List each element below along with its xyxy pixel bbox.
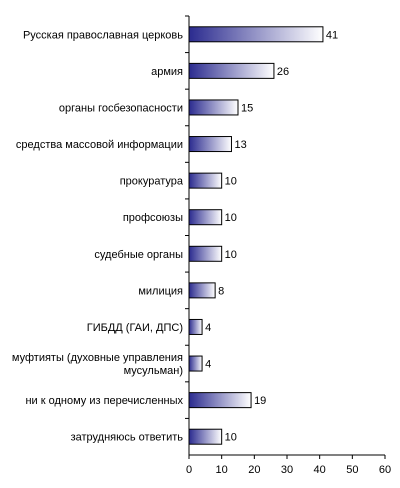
bars-group — [188, 26, 324, 445]
bar — [188, 209, 223, 226]
x-tick-label: 10 — [216, 464, 228, 476]
category-label: органы госбезопасности — [59, 102, 183, 114]
value-label: 10 — [225, 212, 237, 224]
axes: 0 10 20 30 40 50 60 — [185, 15, 391, 476]
value-label: 4 — [205, 359, 211, 371]
category-label: армия — [151, 66, 183, 78]
x-tick-label: 20 — [248, 464, 260, 476]
x-tick-label: 0 — [186, 464, 192, 476]
bar — [188, 318, 203, 335]
x-tick-label: 50 — [346, 464, 358, 476]
value-label: 8 — [218, 285, 224, 297]
value-label: 10 — [225, 432, 237, 444]
category-label: муфтияты (духовные управления мусульман) — [12, 352, 183, 377]
category-label: милиция — [138, 285, 183, 297]
value-label: 26 — [277, 66, 289, 78]
bar — [188, 392, 252, 409]
category-label: судебные органы — [94, 249, 183, 261]
bar — [188, 355, 203, 372]
category-label: прокуратура — [120, 176, 184, 188]
category-label: средства массовой информации — [16, 139, 183, 151]
bar — [188, 245, 223, 262]
value-label: 10 — [225, 176, 237, 188]
x-tick-label: 30 — [281, 464, 293, 476]
value-label: 10 — [225, 249, 237, 261]
bar — [188, 26, 324, 43]
bar — [188, 428, 223, 445]
category-label: ни к одному из перечисленных — [25, 395, 183, 407]
category-labels: Русская православная церковь армия органы … — [12, 29, 184, 443]
value-label: 15 — [241, 102, 253, 114]
value-label: 19 — [254, 395, 266, 407]
bar — [188, 282, 216, 299]
category-label: ГИБДД (ГАИ, ДПС) — [87, 322, 183, 334]
value-label: 41 — [326, 29, 338, 41]
x-tick-label: 60 — [379, 464, 391, 476]
category-label: Русская православная церковь — [23, 29, 183, 41]
bar — [188, 136, 232, 153]
bar — [188, 62, 275, 79]
category-label: профсоюзы — [123, 212, 183, 224]
value-label: 13 — [234, 139, 246, 151]
bar — [188, 99, 239, 116]
bar — [188, 172, 223, 189]
category-label: затрудняюсь ответить — [71, 432, 184, 444]
value-label: 4 — [205, 322, 211, 334]
value-labels: 41 26 15 13 10 10 10 8 4 4 19 10 — [205, 29, 338, 443]
x-tick-label: 40 — [314, 464, 326, 476]
